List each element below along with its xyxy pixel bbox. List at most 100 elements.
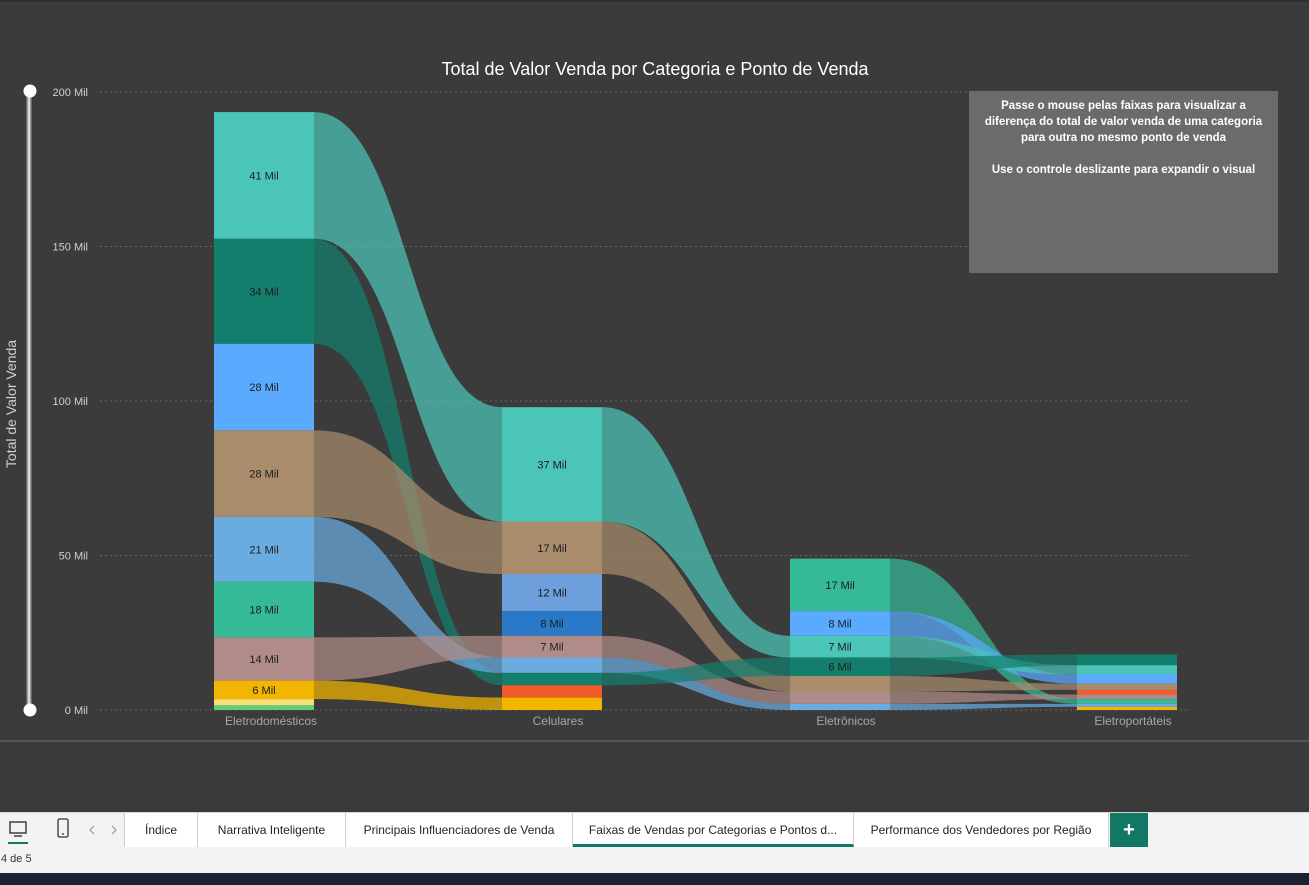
mobile-view-button[interactable] [50, 816, 76, 846]
slider-handle-top[interactable] [23, 84, 37, 98]
bar-segment[interactable] [214, 430, 314, 517]
ribbon[interactable] [602, 657, 790, 686]
phone-icon [57, 818, 69, 838]
hint-textbox: Passe o mouse pelas faixas para visualiz… [969, 91, 1278, 273]
ribbon[interactable] [314, 430, 502, 575]
hint-text-slider: Use o controle deslizante para expandir … [991, 164, 1256, 176]
bar-segment[interactable] [790, 611, 890, 636]
bar-segment[interactable] [214, 637, 314, 681]
bar-segment[interactable] [790, 635, 890, 658]
ribbons[interactable] [314, 112, 1077, 710]
data-label: 12 Mil [537, 588, 566, 600]
ribbon[interactable] [602, 521, 790, 692]
bar-segment[interactable] [1077, 689, 1177, 695]
data-label: 41 Mil [249, 170, 278, 182]
ribbon[interactable] [890, 691, 1077, 704]
bar-segment[interactable] [1077, 683, 1177, 690]
bar-segment[interactable] [214, 112, 314, 239]
bar-segment[interactable] [790, 703, 890, 710]
x-category-label: Eletrônicos [816, 714, 875, 728]
bar-segment[interactable] [214, 516, 314, 582]
bar-segment[interactable] [214, 343, 314, 431]
bar-segment[interactable] [502, 521, 602, 575]
data-label: 21 Mil [249, 544, 278, 556]
next-page-button[interactable] [108, 822, 120, 838]
tab-indice[interactable]: Índice [124, 813, 198, 847]
data-label: 28 Mil [249, 469, 278, 481]
ribbon[interactable] [314, 112, 502, 522]
canvas-top-border [0, 0, 1309, 2]
bar-segment[interactable] [790, 657, 890, 677]
ribbon[interactable] [314, 680, 502, 710]
ribbon[interactable] [314, 635, 502, 681]
desktop-view-button[interactable] [4, 816, 32, 846]
bar-segment[interactable] [502, 685, 602, 698]
add-page-button[interactable]: + [1110, 813, 1148, 847]
ribbon[interactable] [602, 407, 790, 658]
slider-handle-bottom[interactable] [23, 703, 37, 717]
bar-segment[interactable] [1077, 654, 1177, 666]
ribbon[interactable] [890, 611, 1077, 684]
y-tick-label: 200 Mil [53, 87, 88, 99]
data-labels: 41 Mil 34 Mil 28 Mil 28 Mil 21 Mil 18 Mil 14 M… [225, 170, 1172, 728]
y-tick-label: 0 Mil [65, 705, 88, 717]
stacked-bars[interactable] [214, 112, 1177, 710]
ribbon[interactable] [314, 516, 502, 673]
ribbon[interactable] [602, 657, 790, 710]
bar-segment[interactable] [502, 407, 602, 522]
data-label: 34 Mil [249, 286, 278, 298]
bar-segment[interactable] [214, 699, 314, 706]
bar-segment[interactable] [502, 657, 602, 673]
plus-icon: + [1123, 819, 1135, 841]
ribbon[interactable] [890, 558, 1077, 704]
ribbon[interactable] [890, 703, 1077, 710]
prev-page-button[interactable] [86, 822, 98, 838]
zoom-slider[interactable] [23, 84, 37, 717]
data-label: 28 Mil [249, 382, 278, 394]
x-category-label: Celulares [533, 714, 584, 728]
tab-performance-vendedores[interactable]: Performance dos Vendedores por Região [854, 813, 1109, 847]
ribbon-chart: Total de Valor Venda por Categoria e Pon… [3, 59, 1190, 728]
bar-segment[interactable] [1077, 665, 1177, 675]
bar-segment[interactable] [502, 611, 602, 636]
chevron-right-icon [111, 825, 117, 835]
canvas-footer-area [0, 740, 1309, 812]
bar-segment[interactable] [502, 697, 602, 710]
x-category-label: Eletroportáteis [1094, 714, 1171, 728]
data-label: 37 Mil [537, 459, 566, 471]
data-label: 18 Mil [249, 605, 278, 617]
bar-segment[interactable] [214, 680, 314, 700]
bar-segment[interactable] [790, 691, 890, 704]
y-tick-label: 150 Mil [53, 242, 88, 254]
bar-segment[interactable] [1077, 703, 1177, 707]
bar-segment[interactable] [214, 705, 314, 710]
ribbon[interactable] [314, 238, 502, 686]
tab-narrativa-inteligente[interactable]: Narrativa Inteligente [198, 813, 346, 847]
bar-segment[interactable] [790, 558, 890, 612]
y-tick-label: 50 Mil [59, 551, 88, 563]
y-axis-title: Total de Valor Venda [3, 340, 19, 468]
bar-segment[interactable] [1077, 699, 1177, 704]
bar-segment[interactable] [214, 581, 314, 638]
bar-segment[interactable] [1077, 674, 1177, 684]
bar-segment[interactable] [502, 672, 602, 686]
bar-segment[interactable] [1077, 694, 1177, 700]
x-category-label: Eletrodomésticos [225, 714, 317, 728]
bar-segment[interactable] [790, 676, 890, 692]
data-label: 6 Mil [252, 685, 275, 697]
page-tab-bar: Índice Narrativa Inteligente Principais … [0, 812, 1309, 847]
bar-segment[interactable] [502, 574, 602, 612]
data-label: 14 Mil [249, 654, 278, 666]
data-label: 17 Mil [537, 543, 566, 555]
y-tick-label: 100 Mil [53, 396, 88, 408]
bar-segment[interactable] [1077, 706, 1177, 710]
ribbon[interactable] [890, 676, 1077, 692]
tab-faixas-de-vendas[interactable]: Faixas de Vendas por Categorias e Pontos… [573, 813, 854, 847]
os-taskbar [0, 873, 1309, 885]
ribbon[interactable] [890, 654, 1077, 677]
tab-principais-influenciadores[interactable]: Principais Influenciadores de Venda [346, 813, 573, 847]
data-label: 8 Mil [828, 618, 851, 630]
bar-segment[interactable] [502, 635, 602, 658]
bar-segment[interactable] [214, 238, 314, 344]
data-label: 7 Mil [540, 642, 563, 654]
